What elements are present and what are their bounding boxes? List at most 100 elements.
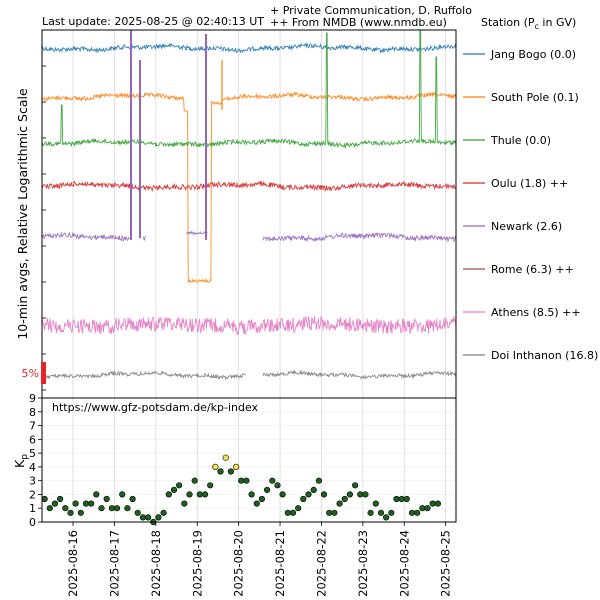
series-newark [41, 230, 457, 243]
kp-point [181, 500, 188, 507]
kp-point [367, 509, 374, 516]
kp-point [103, 495, 110, 503]
kp-point [279, 491, 286, 498]
kp-point [129, 495, 136, 503]
kp-point [284, 509, 291, 516]
kp-point [170, 486, 178, 494]
kp-point [113, 505, 121, 512]
kp-point [212, 463, 219, 471]
kp-point [315, 477, 323, 484]
kp-point [108, 505, 115, 512]
kp-point [165, 491, 172, 498]
series-line [143, 236, 146, 241]
series-line [185, 230, 208, 236]
series-line [41, 180, 457, 193]
kp-x-tick-label: 2025-08-19 [190, 530, 204, 597]
kp-point [289, 509, 297, 516]
kp-y-tick-label: 2 [29, 488, 36, 501]
top-panel-frame [42, 30, 456, 398]
legend-label: Jang Bogo (0.0) [490, 48, 576, 61]
kp-point [227, 468, 234, 475]
scale-marker-bar [41, 362, 46, 384]
kp-y-tick-label: 0 [29, 516, 36, 529]
station-legend: Station (Pc in GV) Jang Bogo (0.0) South … [463, 16, 600, 362]
legend-item: Athens (8.5) ++ [463, 306, 581, 319]
kp-panel-border [41, 397, 457, 523]
legend-item: Rome (6.3) ++ [463, 263, 574, 276]
last-update-text: Last update: 2025-08-25 @ 02:40:13 UT [42, 15, 264, 28]
kp-point [336, 500, 343, 507]
kp-point [176, 482, 183, 489]
kp-point [238, 477, 245, 484]
station-series [41, 30, 457, 381]
kp-point [398, 495, 405, 503]
credit-line-2: ++ From NMDB (www.nmdb.eu) [270, 16, 447, 29]
kp-point [160, 509, 167, 516]
credit-line-1: + Private Communication, D. Ruffolo [270, 4, 472, 17]
legend-title: Station (Pc in GV) [481, 16, 576, 31]
kp-point [51, 500, 59, 507]
kp-point [352, 482, 359, 489]
kp-point [305, 491, 312, 498]
series-line [41, 369, 247, 381]
kp-point [310, 486, 317, 494]
kp-point [320, 491, 328, 498]
kp-annotation: https://www.gfz-potsdam.de/kp-index [52, 401, 259, 414]
series-thule [41, 30, 457, 149]
kp-point [233, 463, 240, 471]
kp-y-tick-label: 5 [29, 447, 36, 460]
kp-x-tick-label: 2025-08-22 [314, 530, 328, 597]
legend-label: Oulu (1.8) ++ [491, 177, 568, 190]
kp-y-tick-label: 7 [29, 420, 36, 433]
kp-point [196, 491, 203, 498]
kp-point [331, 509, 338, 516]
legend-label: Doi Inthanon (16.8) + [491, 349, 600, 362]
legend-item: Doi Inthanon (16.8) + [463, 349, 600, 362]
top-panel-gridlines [72, 30, 447, 398]
kp-point [139, 514, 146, 521]
kp-point [56, 495, 64, 503]
series-oulu [41, 180, 457, 193]
legend-item: South Pole (0.1) [463, 91, 579, 104]
kp-point [248, 491, 255, 498]
kp-point [393, 495, 400, 503]
kp-point [419, 505, 426, 512]
kp-point [67, 509, 74, 516]
legend-label: Rome (6.3) ++ [491, 263, 574, 276]
kp-x-tick-label: 2025-08-21 [273, 530, 287, 597]
kp-point [424, 505, 431, 512]
kp-point [326, 509, 333, 516]
series-line [262, 232, 457, 243]
kp-point [377, 509, 385, 516]
kp-x-tick-label: 2025-08-23 [356, 530, 370, 597]
kp-point [207, 482, 214, 489]
kp-point [269, 477, 276, 484]
series-line [41, 315, 457, 335]
kp-point [274, 482, 281, 489]
kp-point [434, 500, 442, 507]
series-doi [41, 369, 457, 381]
kp-point [414, 509, 421, 516]
series-line [41, 42, 457, 54]
kp-point [134, 509, 141, 516]
kp-point [258, 495, 266, 503]
kp-point [82, 500, 90, 507]
top-panel-y-label: 10-min avgs, Relative Logarithmic Scale [15, 88, 30, 340]
series-line [262, 369, 457, 380]
kp-point [201, 491, 209, 498]
top-panel-y-ticks [42, 65, 46, 391]
kp-point [357, 491, 364, 498]
series-line [41, 30, 457, 149]
kp-point [383, 514, 390, 521]
kp-point [46, 505, 53, 512]
kp-point [191, 477, 198, 484]
kp-point [222, 454, 229, 461]
legend-label: Athens (8.5) ++ [491, 306, 581, 319]
kp-point [295, 505, 302, 512]
kp-point [88, 500, 95, 507]
kp-x-ticks: 2025-08-16 2025-08-17 2025-08-18 2025-08-19… [66, 522, 453, 597]
kp-y-tick-label: 4 [29, 461, 36, 474]
scale-marker-label: 5% [22, 367, 39, 380]
